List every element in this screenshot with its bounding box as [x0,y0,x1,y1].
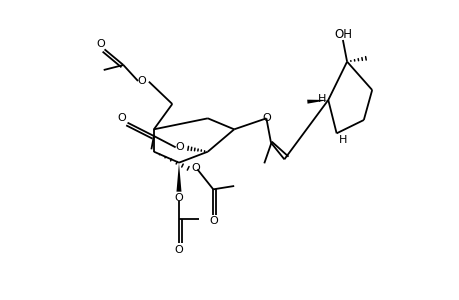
Text: O: O [174,245,183,255]
Text: OH: OH [333,28,351,41]
Text: O: O [175,142,184,152]
Text: O: O [96,39,105,49]
Polygon shape [307,100,328,104]
Text: O: O [174,193,183,203]
Text: O: O [262,113,270,123]
Text: O: O [208,216,217,226]
Polygon shape [176,163,181,192]
Text: O: O [191,163,200,173]
Text: H: H [317,94,325,104]
Text: H: H [338,135,347,145]
Text: O: O [118,113,126,123]
Text: O: O [138,76,146,86]
